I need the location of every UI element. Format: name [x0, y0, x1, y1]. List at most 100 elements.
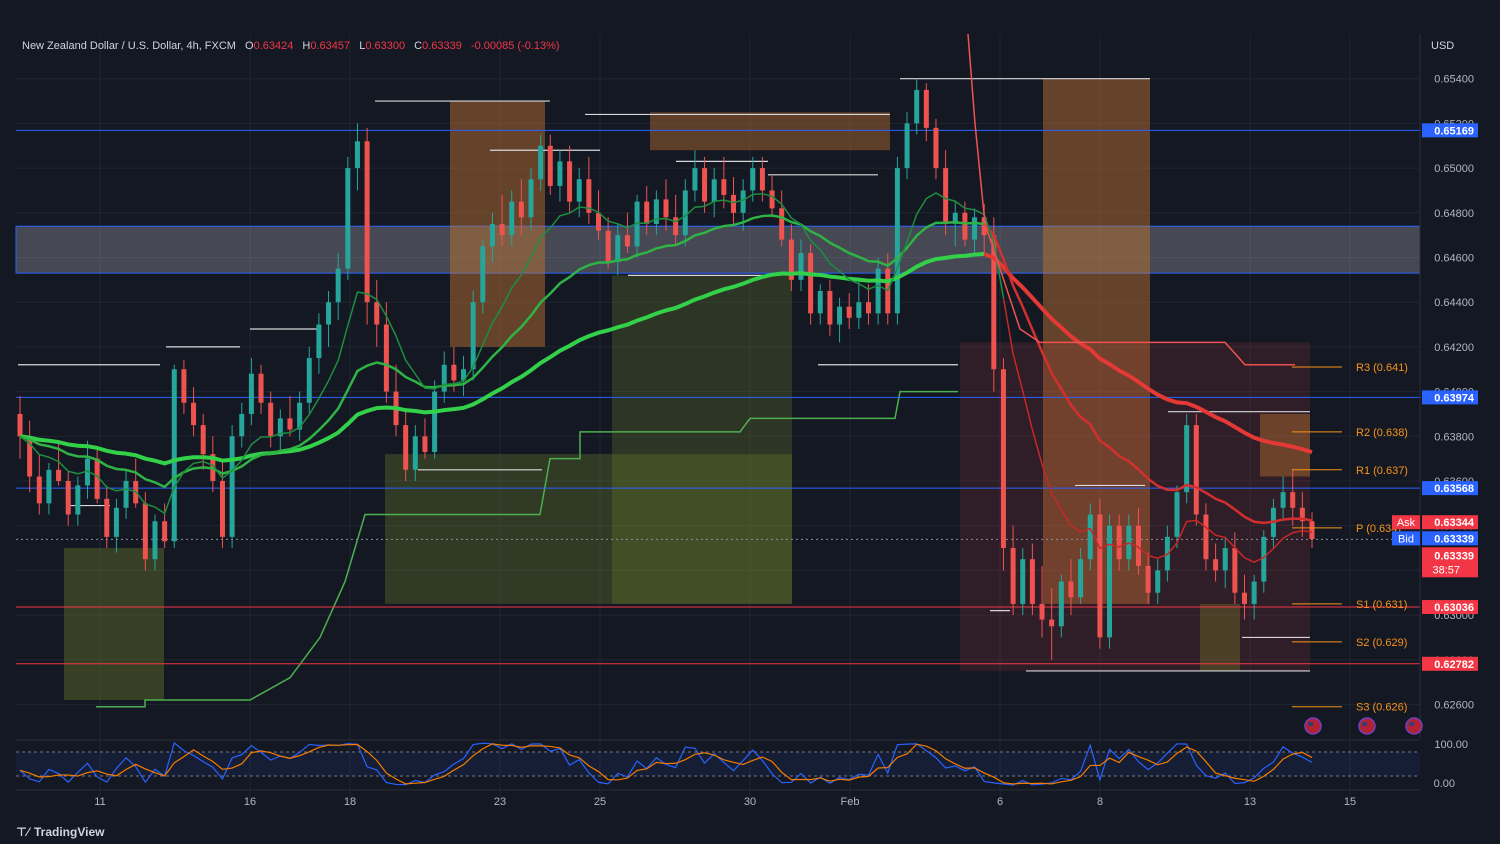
candle	[326, 291, 332, 347]
ma-slow-0	[19, 251, 985, 466]
candle-body	[586, 179, 592, 213]
candle	[615, 223, 621, 276]
candle-body	[142, 503, 148, 560]
candle-body	[904, 123, 910, 169]
candle	[605, 217, 611, 269]
candle	[827, 279, 833, 336]
candle	[1107, 514, 1113, 649]
candle	[1078, 548, 1084, 604]
candle	[181, 360, 187, 414]
candle	[817, 284, 823, 325]
symbol-label[interactable]: New Zealand Dollar / U.S. Dollar, 4h, FX…	[22, 40, 236, 52]
ask-tag-text: 0.63344	[1434, 517, 1475, 529]
candle	[171, 364, 177, 549]
candle-body	[1193, 425, 1199, 515]
supply-zone	[15, 225, 1421, 274]
candle-body	[634, 201, 640, 247]
candle-body	[499, 223, 505, 236]
candle-body	[383, 324, 389, 392]
stoch-upper-label: 100.00	[1434, 739, 1468, 751]
pivot-label-4: S1 (0.631)	[1356, 599, 1407, 611]
candle-body	[1000, 369, 1006, 549]
candle-body	[1222, 548, 1228, 571]
candle-body	[239, 413, 245, 437]
candle-body	[326, 302, 332, 325]
open-value: 0.63424	[253, 40, 294, 52]
bid-label: Bid	[1398, 533, 1414, 545]
candle-body	[297, 402, 303, 430]
candle	[1155, 559, 1161, 604]
candle-body	[432, 391, 438, 452]
candle	[894, 156, 900, 325]
time-tick-8: 8	[1097, 796, 1103, 808]
candle-body	[538, 145, 544, 180]
tradingview-logo[interactable]: ⊤⁄ TradingView	[16, 825, 104, 839]
candle-body	[171, 369, 177, 542]
candle	[354, 123, 360, 191]
candle-body	[191, 402, 197, 426]
bid-tag-bg	[1422, 531, 1478, 546]
candle	[248, 358, 254, 426]
candle	[1193, 413, 1199, 526]
candle	[788, 223, 794, 292]
candle	[644, 185, 650, 236]
candle-body	[865, 302, 871, 314]
candle-body	[1039, 603, 1045, 620]
pivot-label-3: P (0.634)	[1356, 523, 1401, 535]
candle	[239, 402, 245, 448]
candle-body	[682, 190, 688, 236]
candle-body	[1029, 559, 1035, 604]
chart-header: New Zealand Dollar / U.S. Dollar, 4h, FX…	[22, 40, 560, 52]
candle-body	[962, 212, 968, 240]
indicator-box-0	[64, 548, 164, 701]
candle	[229, 425, 235, 549]
candle-body	[113, 507, 119, 537]
pivot-label-0: R3 (0.641)	[1356, 362, 1408, 374]
candle-body	[335, 268, 341, 303]
candle	[345, 156, 351, 280]
price-tick-8: 0.64200	[1434, 342, 1474, 354]
candle-body	[1261, 536, 1267, 582]
descending-band-line	[967, 33, 1295, 366]
candle	[258, 364, 264, 414]
price-tag-2-text: 0.63568	[1434, 483, 1474, 495]
last-price-text: 0.63339	[1434, 550, 1474, 562]
candle-body	[528, 179, 534, 218]
candle-body	[1145, 565, 1151, 593]
time-tick-0: 11	[94, 796, 105, 808]
price-tag-1-text: 0.63974	[1434, 392, 1475, 404]
candle	[84, 440, 90, 499]
candle	[422, 418, 428, 459]
candle	[200, 413, 206, 470]
currency-label[interactable]: USD	[1431, 40, 1455, 52]
price-tick-14: 0.65400	[1434, 74, 1474, 86]
ma-mid-1	[983, 223, 1313, 525]
candle	[152, 514, 158, 571]
candle-body	[1116, 525, 1122, 560]
candle	[364, 127, 370, 325]
candle-body	[759, 168, 765, 191]
candle	[268, 391, 274, 448]
indicator-box-2	[612, 275, 792, 604]
candle-body	[1020, 559, 1026, 604]
candle-body	[750, 168, 756, 191]
indicator-box-6	[1200, 603, 1240, 671]
candle-body	[104, 498, 110, 537]
price-tick-11: 0.64800	[1434, 208, 1474, 220]
price-tick-9: 0.64400	[1434, 297, 1474, 309]
candle	[682, 179, 688, 247]
candle-body	[1280, 492, 1286, 508]
candle-body	[287, 418, 293, 430]
candle	[1010, 525, 1016, 616]
candle	[933, 118, 939, 180]
candle-body	[162, 521, 168, 542]
candle	[1097, 498, 1103, 649]
candle-body	[923, 89, 929, 128]
candle-body	[933, 127, 939, 169]
candle-body	[547, 145, 553, 186]
candle	[335, 253, 341, 321]
candle	[17, 396, 23, 459]
candle-body	[461, 369, 467, 381]
